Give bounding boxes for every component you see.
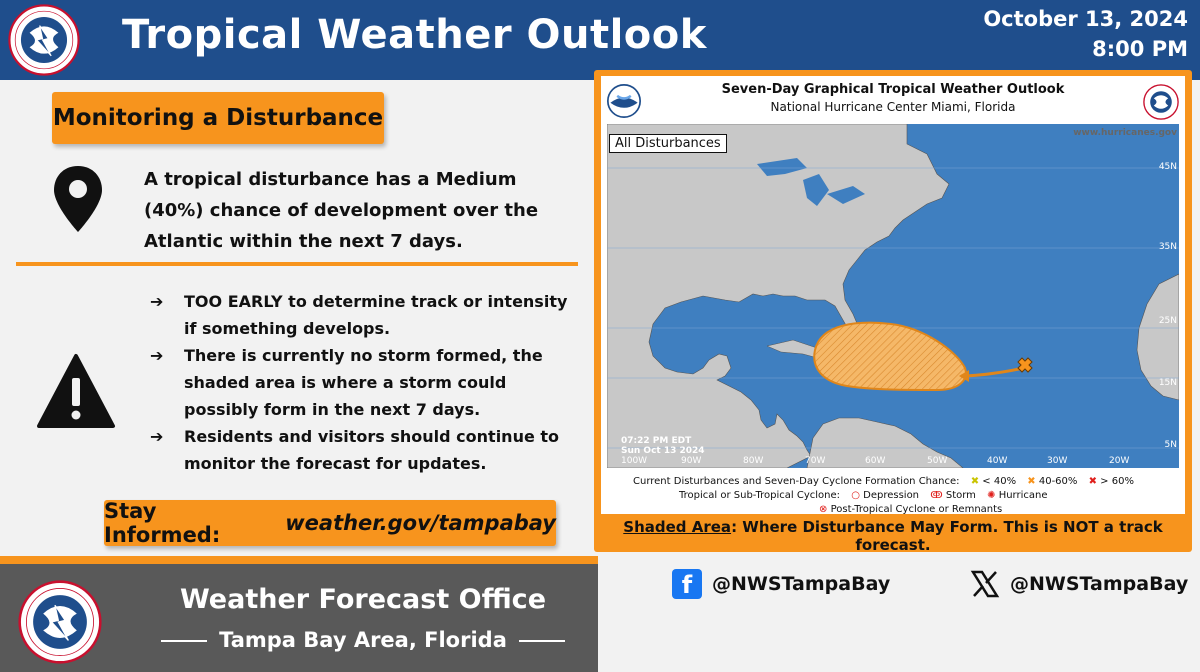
bullet-text: Residents and visitors should continue t… [184,427,560,473]
lon-label: 100W [621,456,648,466]
facebook-icon: f [672,569,702,599]
great-lakes [803,174,829,206]
nws-small-logo-icon [1143,84,1179,120]
location-pin-icon [54,166,102,232]
office-title: Weather Forecast Office [179,584,547,615]
great-lakes [757,158,807,176]
lon-label: 90W [681,456,702,466]
map-title: Seven-Day Graphical Tropical Weather Out… [721,82,1065,97]
office-area: Tampa Bay Area, Florida [219,628,507,652]
nws-logo-icon [18,580,102,664]
footer-accent-band [0,556,598,564]
header-bar: Tropical Weather Outlook October 13, 202… [0,0,1200,80]
footer: Weather Forecast Office Tampa Bay Area, … [0,564,598,672]
legend-storm: Storm [945,490,976,501]
lon-label: 70W [805,456,826,466]
list-item: ➔ There is currently no storm formed, the… [150,342,570,423]
x-handle-text: @NWSTampaBay [1010,573,1189,595]
lat-label: 15N [1158,378,1177,388]
page-title: Tropical Weather Outlook [122,12,707,58]
issue-date: October 13, 2024 [983,7,1188,31]
hurricanes-website: www.hurricanes.gov [1073,128,1177,138]
medium-chance-icon: ✖ [1027,476,1036,487]
facebook-handle-text: @NWSTampaBay [712,573,891,595]
lon-label: 30W [1047,456,1068,466]
monitoring-badge: Monitoring a Disturbance [52,92,384,144]
list-item: ➔ TOO EARLY to determine track or intensi… [150,288,570,342]
storm-icon: ↂ [930,490,943,501]
legend-mid: 40-60% [1038,476,1078,487]
stay-informed-banner: Stay Informed: weather.gov/tampabay [104,499,556,547]
legend-post-tropical: ⊗ Post-Tropical Cyclone or Remnants [819,504,1002,515]
legend-cyclone-types: Tropical or Sub-Tropical Cyclone: ○ Depr… [679,490,1048,501]
lat-label: 25N [1158,316,1177,326]
low-chance-icon: ✖ [970,476,980,487]
nws-logo-icon [8,4,80,76]
legend-row-label: Tropical or Sub-Tropical Cyclone: [679,490,841,501]
disturbance-shaded-area [813,321,967,392]
section-divider [16,262,578,266]
issue-time: 8:00 PM [1092,37,1188,61]
x-handle[interactable]: @NWSTampaBay [970,564,1188,604]
depression-icon: ○ [851,490,860,501]
issue-datetime: October 13, 2024 8:00 PM [983,4,1188,64]
hurricane-icon: ✺ [987,490,996,501]
shaded-area-lead: Shaded Area [623,518,732,536]
longitude-labels: 100W 90W 80W 70W 60W 50W 40W 30W 20W [601,456,1185,468]
dash-decoration [161,640,208,642]
noaa-logo-icon [607,84,641,118]
timestamp-date: Sun Oct 13 2024 [621,446,705,456]
outlook-map-panel: Seven-Day Graphical Tropical Weather Out… [594,70,1192,554]
legend-low: < 40% [982,476,1017,487]
lon-label: 40W [987,456,1008,466]
arrowhead-icon [959,370,969,382]
north-america-land [607,124,950,468]
summary-text: A tropical disturbance has a Medium (40%… [144,169,539,252]
shaded-area-note: Shaded Area: Where Disturbance May Form.… [594,518,1192,554]
bullet-text: TOO EARLY to determine track or intensit… [184,292,568,338]
key-points-list: ➔ TOO EARLY to determine track or intensi… [150,288,570,477]
disturbance-marker-icon [1017,357,1033,373]
shaded-area-text: : Where Disturbance May Form. This is NO… [731,518,1163,554]
legend-post: Post-Tropical Cyclone or Remnants [830,504,1003,515]
lon-label: 20W [1109,456,1130,466]
lon-label: 60W [865,456,886,466]
arrow-icon: ➔ [150,427,164,446]
website-link[interactable]: weather.gov/tampabay [285,511,556,535]
legend-row-label: Current Disturbances and Seven-Day Cyclo… [633,476,960,487]
lat-label: 5N [1164,440,1177,450]
office-subtitle: Tampa Bay Area, Florida [120,628,606,652]
stay-informed-label: Stay Informed: [104,499,221,547]
timestamp-time: 07:22 PM EDT [621,436,692,446]
facebook-handle[interactable]: f @NWSTampaBay [672,564,890,604]
list-item: ➔ Residents and visitors should continue … [150,423,570,477]
high-chance-icon: ✖ [1088,476,1097,487]
outlook-map: Seven-Day Graphical Tropical Weather Out… [601,76,1185,515]
south-america-land [806,417,964,468]
bullet-text: There is currently no storm formed, the … [184,346,543,419]
disturbances-label: All Disturbances [609,134,727,153]
legend-hurricane: Hurricane [998,490,1048,501]
map-timestamp: 07:22 PM EDT Sun Oct 13 2024 [621,436,705,456]
legend-high: > 60% [1100,476,1134,487]
lon-label: 80W [743,456,764,466]
warning-icon [37,354,115,428]
x-logo-icon [970,570,1000,598]
lon-label: 50W [927,456,948,466]
lat-label: 45N [1158,162,1177,172]
outlook-map-graphic [607,124,1179,468]
legend-formation-chance: Current Disturbances and Seven-Day Cyclo… [633,476,1134,487]
dash-decoration [518,640,565,642]
legend-depression: Depression [863,490,920,501]
lat-label: 35N [1158,242,1177,252]
arrow-icon: ➔ [150,346,164,365]
post-tropical-icon: ⊗ [819,504,828,515]
great-lakes [827,186,865,204]
africa-land [1136,273,1179,401]
arrow-icon: ➔ [150,292,164,311]
map-subtitle: National Hurricane Center Miami, Florida [770,100,1016,114]
